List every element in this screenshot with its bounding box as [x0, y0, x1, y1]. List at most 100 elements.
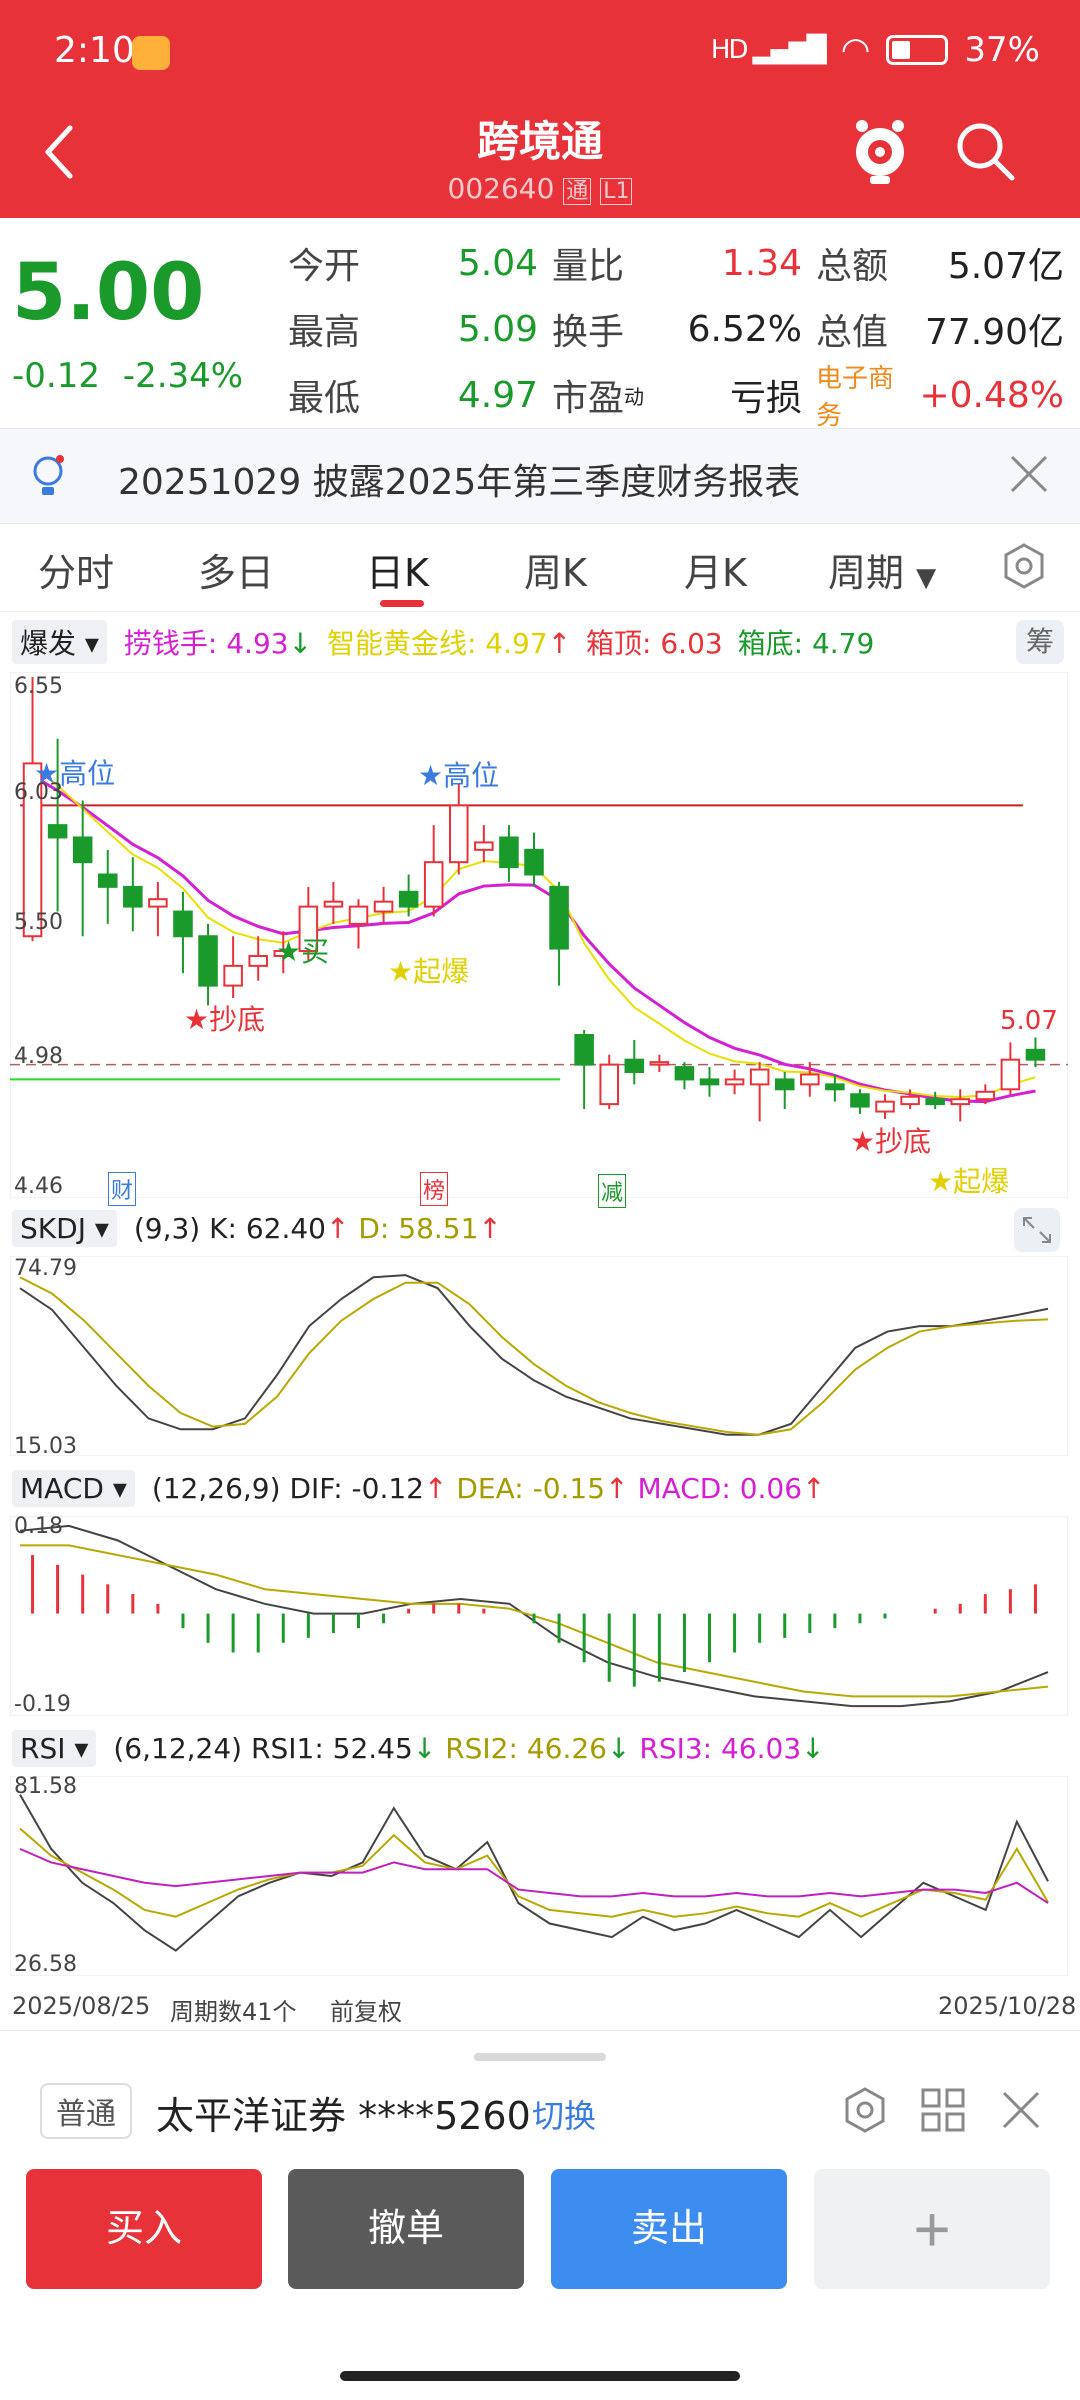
announcement-bar[interactable]: 20251029 披露2025年第三季度财务报表: [0, 428, 1080, 524]
kdj-k-value: K: 62.40↑: [209, 1212, 350, 1245]
connect-badge: 通: [563, 178, 592, 205]
kdj-legend: SKDJ ▾ (9,3) K: 62.40↑ D: 58.51↑: [12, 1210, 502, 1247]
annotation-buy: ★买: [276, 935, 330, 968]
candle-body: [800, 1073, 820, 1086]
macd-legend: MACD ▾ (12,26,9) DIF: -0.12↑ DEA: -0.15↑…: [12, 1470, 826, 1507]
candle-body: [398, 890, 419, 908]
kdj-d-line: [19, 1276, 1049, 1436]
candle-body: [499, 836, 519, 869]
candle-body: [223, 964, 243, 987]
quote-sector[interactable]: 电子商务 +0.48%: [816, 364, 1064, 431]
candle-body: [549, 885, 569, 950]
candle-body: [574, 1033, 594, 1066]
rsi-axis-bottom: 26.58: [14, 1952, 77, 1977]
tab-multi-day[interactable]: 多日: [198, 551, 275, 595]
macd-dif-value: DIF: -0.12↑: [289, 1472, 448, 1505]
back-arrow-icon[interactable]: [40, 122, 80, 182]
sheet-grab-handle[interactable]: [474, 2053, 606, 2061]
close-sheet-icon[interactable]: [996, 2085, 1046, 2135]
status-time: 2:10: [54, 30, 135, 71]
candle-body: [298, 905, 319, 953]
candle-body: [423, 861, 444, 908]
tab-weekly-k[interactable]: 周K: [524, 551, 587, 595]
rsi-legend: RSI ▾ (6,12,24) RSI1: 52.45↓ RSI2: 46.26…: [12, 1730, 825, 1767]
battery-percent: 37%: [964, 30, 1040, 70]
candle-body: [22, 762, 43, 938]
rsi-selector[interactable]: RSI ▾: [12, 1730, 97, 1767]
period-count: 周期数41个: [170, 1998, 297, 2026]
macd-axis-top: 0.18: [14, 1514, 63, 1539]
adjust-mode[interactable]: 前复权: [330, 1998, 402, 2026]
lightbulb-icon: [33, 455, 64, 495]
quote-amount: 总额 5.07亿: [816, 246, 1064, 287]
rsi1-line: [19, 1794, 1049, 1952]
candle-body: [975, 1090, 996, 1101]
broker-account: 太平洋证券 ****5260: [156, 2094, 531, 2138]
chip-distribution-button[interactable]: 筹: [1016, 620, 1064, 664]
kline-chart-area[interactable]: 爆发 ▾ 捞钱手: 4.93↓ 智能黄金线: 4.97↑ 箱顶: 6.03 箱底…: [0, 612, 1080, 2030]
candle-body: [624, 1058, 645, 1074]
candle-body: [348, 905, 369, 925]
tab-daily-k[interactable]: 日K: [366, 551, 429, 595]
candle-body: [148, 898, 168, 908]
candlestick-chart[interactable]: [10, 672, 1068, 1198]
grid-menu-icon[interactable]: [918, 2085, 968, 2135]
quote-pe: 市盈动亏损: [552, 378, 802, 419]
period-tabs: 分时 多日 日K 周K 月K 周期 ▼: [0, 524, 1080, 612]
rsi-axis-top: 81.58: [14, 1774, 77, 1799]
mascot-assistant-icon[interactable]: [848, 116, 912, 186]
status-icons: HD ▂▄▆█ ◠ 37%: [711, 30, 1040, 70]
quote-col-2: 量比 1.34 换手 6.52% 市盈动亏损: [552, 230, 802, 428]
quote-col-1: 今开 5.04 最高 5.09 最低 4.97: [288, 230, 538, 428]
price-change: -0.12 -2.34%: [12, 356, 243, 396]
rsi3-value: RSI3: 46.03↓: [639, 1732, 825, 1765]
reduce-holding-marker[interactable]: 减: [598, 1174, 627, 1208]
home-indicator[interactable]: [340, 2371, 740, 2381]
annotation-dip-2: ★抄底: [850, 1125, 932, 1158]
switch-account-link[interactable]: 切换: [532, 2097, 597, 2135]
candle-body: [524, 848, 544, 876]
candle-body: [850, 1093, 870, 1108]
expand-icon[interactable]: [1014, 1208, 1060, 1252]
app-notification-icon: [132, 36, 170, 70]
chart-settings-icon[interactable]: [1000, 542, 1048, 590]
annotation-dip-1: ★抄底: [184, 1003, 266, 1036]
kdj-k-line: [19, 1274, 1049, 1436]
trade-settings-icon[interactable]: [840, 2085, 890, 2135]
candle-body: [123, 885, 143, 908]
rsi-chart[interactable]: [10, 1776, 1068, 1976]
active-tab-underline: [380, 600, 424, 607]
caret-down-icon: ▼: [916, 563, 937, 593]
sell-button[interactable]: 卖出: [551, 2169, 787, 2289]
cancel-order-button[interactable]: 撤单: [288, 2169, 524, 2289]
trade-bottom-sheet: 普通 太平洋证券 ****5260 切换 买入 撤单 卖出 +: [0, 2030, 1080, 2400]
kdj-chart[interactable]: [10, 1256, 1068, 1456]
search-icon[interactable]: [952, 118, 1018, 184]
kdj-axis-top: 74.79: [14, 1256, 77, 1281]
rsi3-line: [19, 1847, 1049, 1904]
ranking-marker[interactable]: 榜: [420, 1172, 449, 1206]
kdj-selector[interactable]: SKDJ ▾: [12, 1210, 117, 1247]
close-announcement-icon[interactable]: [1008, 453, 1050, 495]
candle-body: [674, 1066, 695, 1081]
financial-report-marker[interactable]: 财: [108, 1172, 137, 1206]
main-indicator-selector[interactable]: 爆发 ▾: [12, 620, 107, 664]
candle-body: [875, 1100, 895, 1113]
price-axis-3: 5.50: [14, 910, 63, 935]
tab-period-dropdown[interactable]: 周期 ▼: [828, 551, 937, 595]
macd-chart[interactable]: [10, 1516, 1068, 1716]
buy-button[interactable]: 买入: [26, 2169, 262, 2289]
annotation-explode-1: ★起爆: [388, 955, 470, 988]
add-action-button[interactable]: +: [814, 2169, 1050, 2289]
indicator-frame: [10, 1516, 1068, 1716]
tab-intraday[interactable]: 分时: [38, 551, 115, 595]
rsi2-value: RSI2: 46.26↓: [445, 1732, 631, 1765]
price-axis-bottom: 4.46: [14, 1174, 63, 1199]
kdj-axis-bottom: 15.03: [14, 1434, 77, 1459]
signal-icon: HD ▂▄▆█: [710, 35, 827, 65]
macd-selector[interactable]: MACD ▾: [12, 1470, 135, 1507]
wifi-icon: ◠: [840, 30, 871, 70]
date-axis-start: 2025/08/25: [12, 1992, 151, 2020]
tab-monthly-k[interactable]: 月K: [684, 551, 747, 595]
candle-body: [47, 824, 68, 839]
